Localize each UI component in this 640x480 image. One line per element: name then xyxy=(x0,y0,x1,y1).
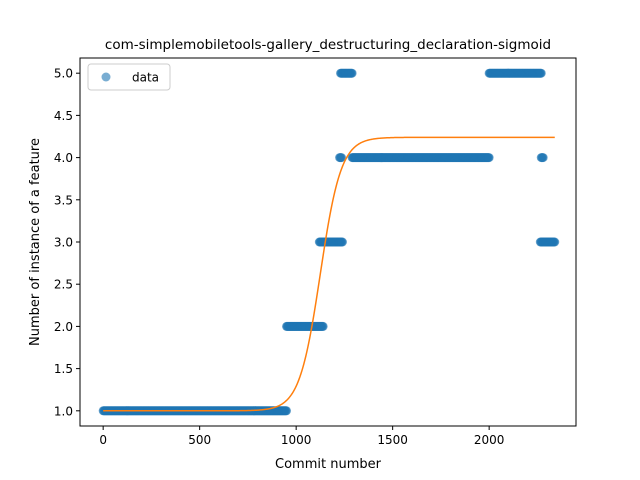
data-point xyxy=(337,237,347,247)
y-tick-label: 4.5 xyxy=(54,109,73,123)
y-tick-label: 3.5 xyxy=(54,193,73,207)
legend: data xyxy=(87,63,171,91)
chart-title: com-simplemobiletools-gallery_destructur… xyxy=(105,37,551,53)
data-point xyxy=(536,68,546,78)
data-point xyxy=(282,406,292,416)
x-axis-label: Commit number xyxy=(275,457,382,472)
data-point xyxy=(318,321,328,331)
x-tick-label: 0 xyxy=(99,433,107,447)
x-axis: 0 500 1000 1500 2000 xyxy=(99,426,504,447)
y-tick-label: 2.0 xyxy=(54,320,73,334)
plot-area xyxy=(98,68,560,416)
y-axis-label: Number of instance of a feature xyxy=(28,138,43,346)
x-tick-label: 2000 xyxy=(474,433,505,447)
data-point xyxy=(484,153,494,163)
y-tick-label: 1.5 xyxy=(54,362,73,376)
y-tick-label: 3.0 xyxy=(54,236,73,250)
y-tick-label: 2.5 xyxy=(54,278,73,292)
data-point xyxy=(337,153,347,163)
legend-label-data: data xyxy=(132,71,159,85)
data-point xyxy=(538,153,548,163)
x-tick-label: 1000 xyxy=(281,433,312,447)
data-point xyxy=(550,237,560,247)
x-tick-label: 1500 xyxy=(377,433,408,447)
y-tick-label: 1.0 xyxy=(54,404,73,418)
x-tick-label: 500 xyxy=(188,433,211,447)
y-tick-label: 5.0 xyxy=(54,67,73,81)
y-tick-label: 4.0 xyxy=(54,151,73,165)
y-axis: 1.0 1.5 2.0 2.5 3.0 3.5 4.0 4.5 5.0 xyxy=(54,67,80,418)
sigmoid-fit-line xyxy=(103,136,555,412)
legend-box xyxy=(87,63,171,91)
legend-marker-data xyxy=(101,72,111,82)
data-point xyxy=(347,68,357,78)
